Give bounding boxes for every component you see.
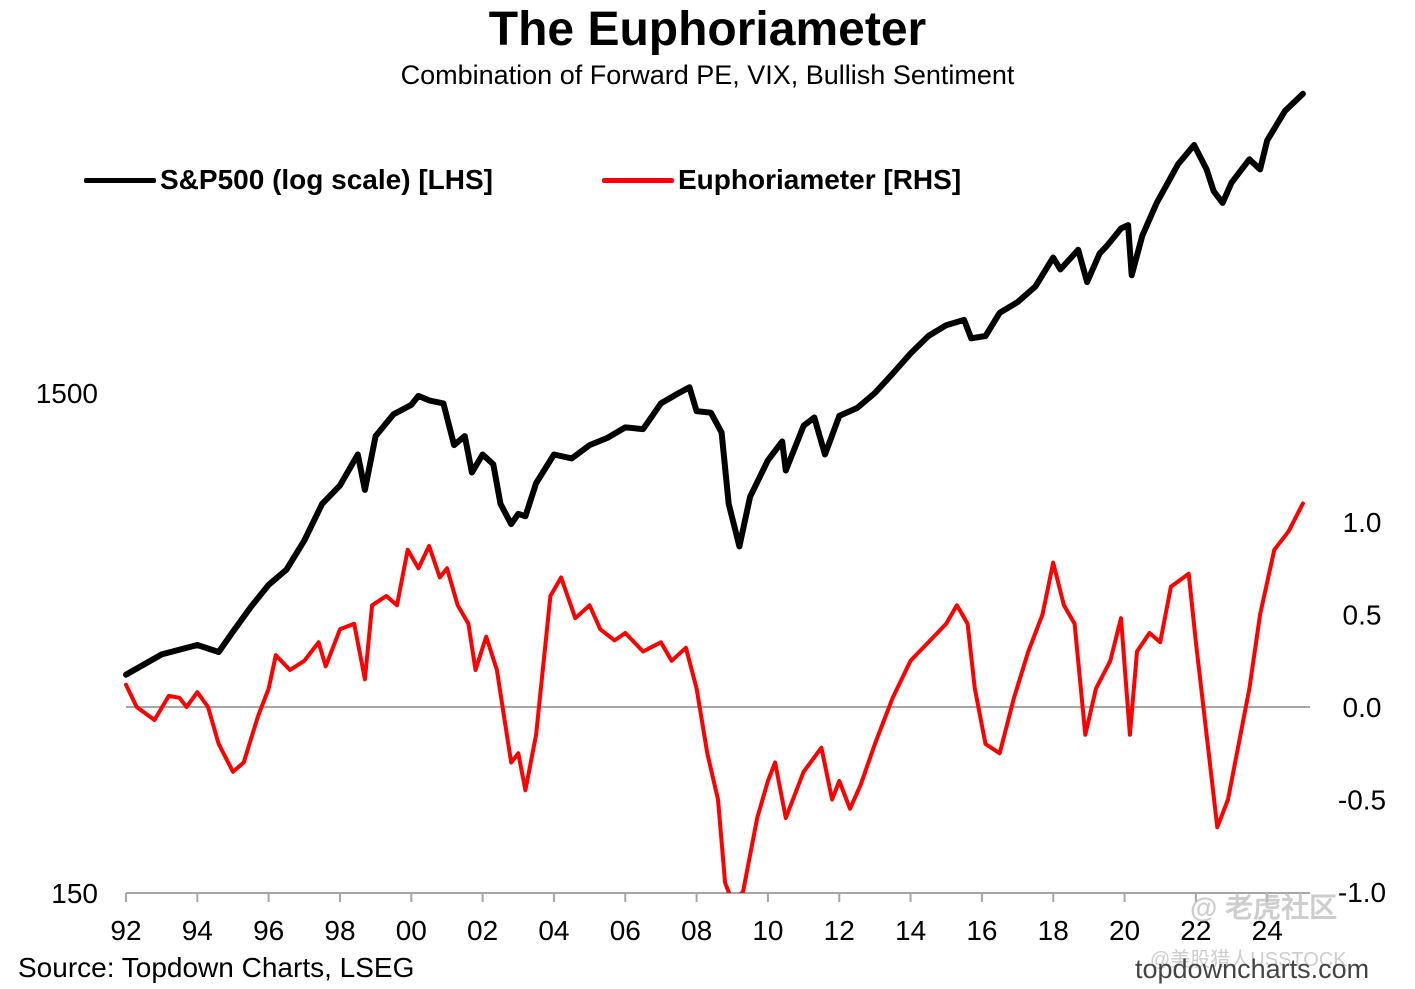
legend-label-euphoriameter: Euphoriameter [RHS]: [678, 164, 962, 195]
x-tick-label: 20: [1109, 915, 1140, 946]
y-left-tick-label: 150: [51, 878, 98, 909]
x-tick-label: 06: [610, 915, 641, 946]
y-right-tick-label: 0.5: [1343, 600, 1382, 631]
x-tick-label: 00: [396, 915, 427, 946]
legend-item-euphoriameter: Euphoriameter [RHS]: [602, 164, 961, 196]
series-layer: [123, 90, 1306, 893]
y-right-tick-label: 0.0: [1343, 692, 1382, 723]
x-tick-label: 24: [1252, 915, 1283, 946]
x-tick-label: 94: [182, 915, 213, 946]
y-right-tick-label: -1.0: [1338, 877, 1386, 908]
x-tick-label: 12: [824, 915, 855, 946]
x-tick-label: 22: [1180, 915, 1211, 946]
legend-item-sp500: S&P500 (log scale) [LHS]: [84, 164, 493, 196]
series-line-sp500: [123, 90, 1306, 678]
x-tick-label: 96: [253, 915, 284, 946]
chart-title: The Euphoriameter: [488, 3, 927, 56]
x-tick-label: 14: [895, 915, 926, 946]
y-right-tick-label: 1.0: [1343, 507, 1382, 538]
x-tick-label: 98: [324, 915, 355, 946]
watermark-brand: @ 老虎社区: [1190, 892, 1338, 923]
x-tick-label: 18: [1038, 915, 1069, 946]
x-tick-label: 16: [966, 915, 997, 946]
watermark-handle: @美股猎人USSTOCK: [1150, 949, 1347, 971]
x-tick-label: 10: [752, 915, 783, 946]
y-right-tick-label: -0.5: [1338, 785, 1386, 816]
x-tick-label: 08: [681, 915, 712, 946]
site-link[interactable]: topdowncharts.com: [1135, 954, 1370, 984]
y-left-tick-label: 1500: [36, 378, 98, 409]
legend-swatch-sp500: [84, 177, 156, 183]
source-note: Source: Topdown Charts, LSEG: [18, 952, 415, 983]
series-line-euphoriameter: [124, 501, 1305, 893]
x-tick-label: 92: [110, 915, 141, 946]
x-tick-label: 04: [538, 915, 569, 946]
chart-subtitle: Combination of Forward PE, VIX, Bullish …: [400, 60, 1015, 90]
axes: 92 94 96 98 00 02 04 06 08 10 12 14 16 18 20 22 24 150 150…: [36, 378, 1386, 946]
x-tick-label: 02: [467, 915, 498, 946]
legend-swatch-euphoriameter: [602, 177, 674, 183]
legend-label-sp500: S&P500 (log scale) [LHS]: [160, 164, 493, 195]
